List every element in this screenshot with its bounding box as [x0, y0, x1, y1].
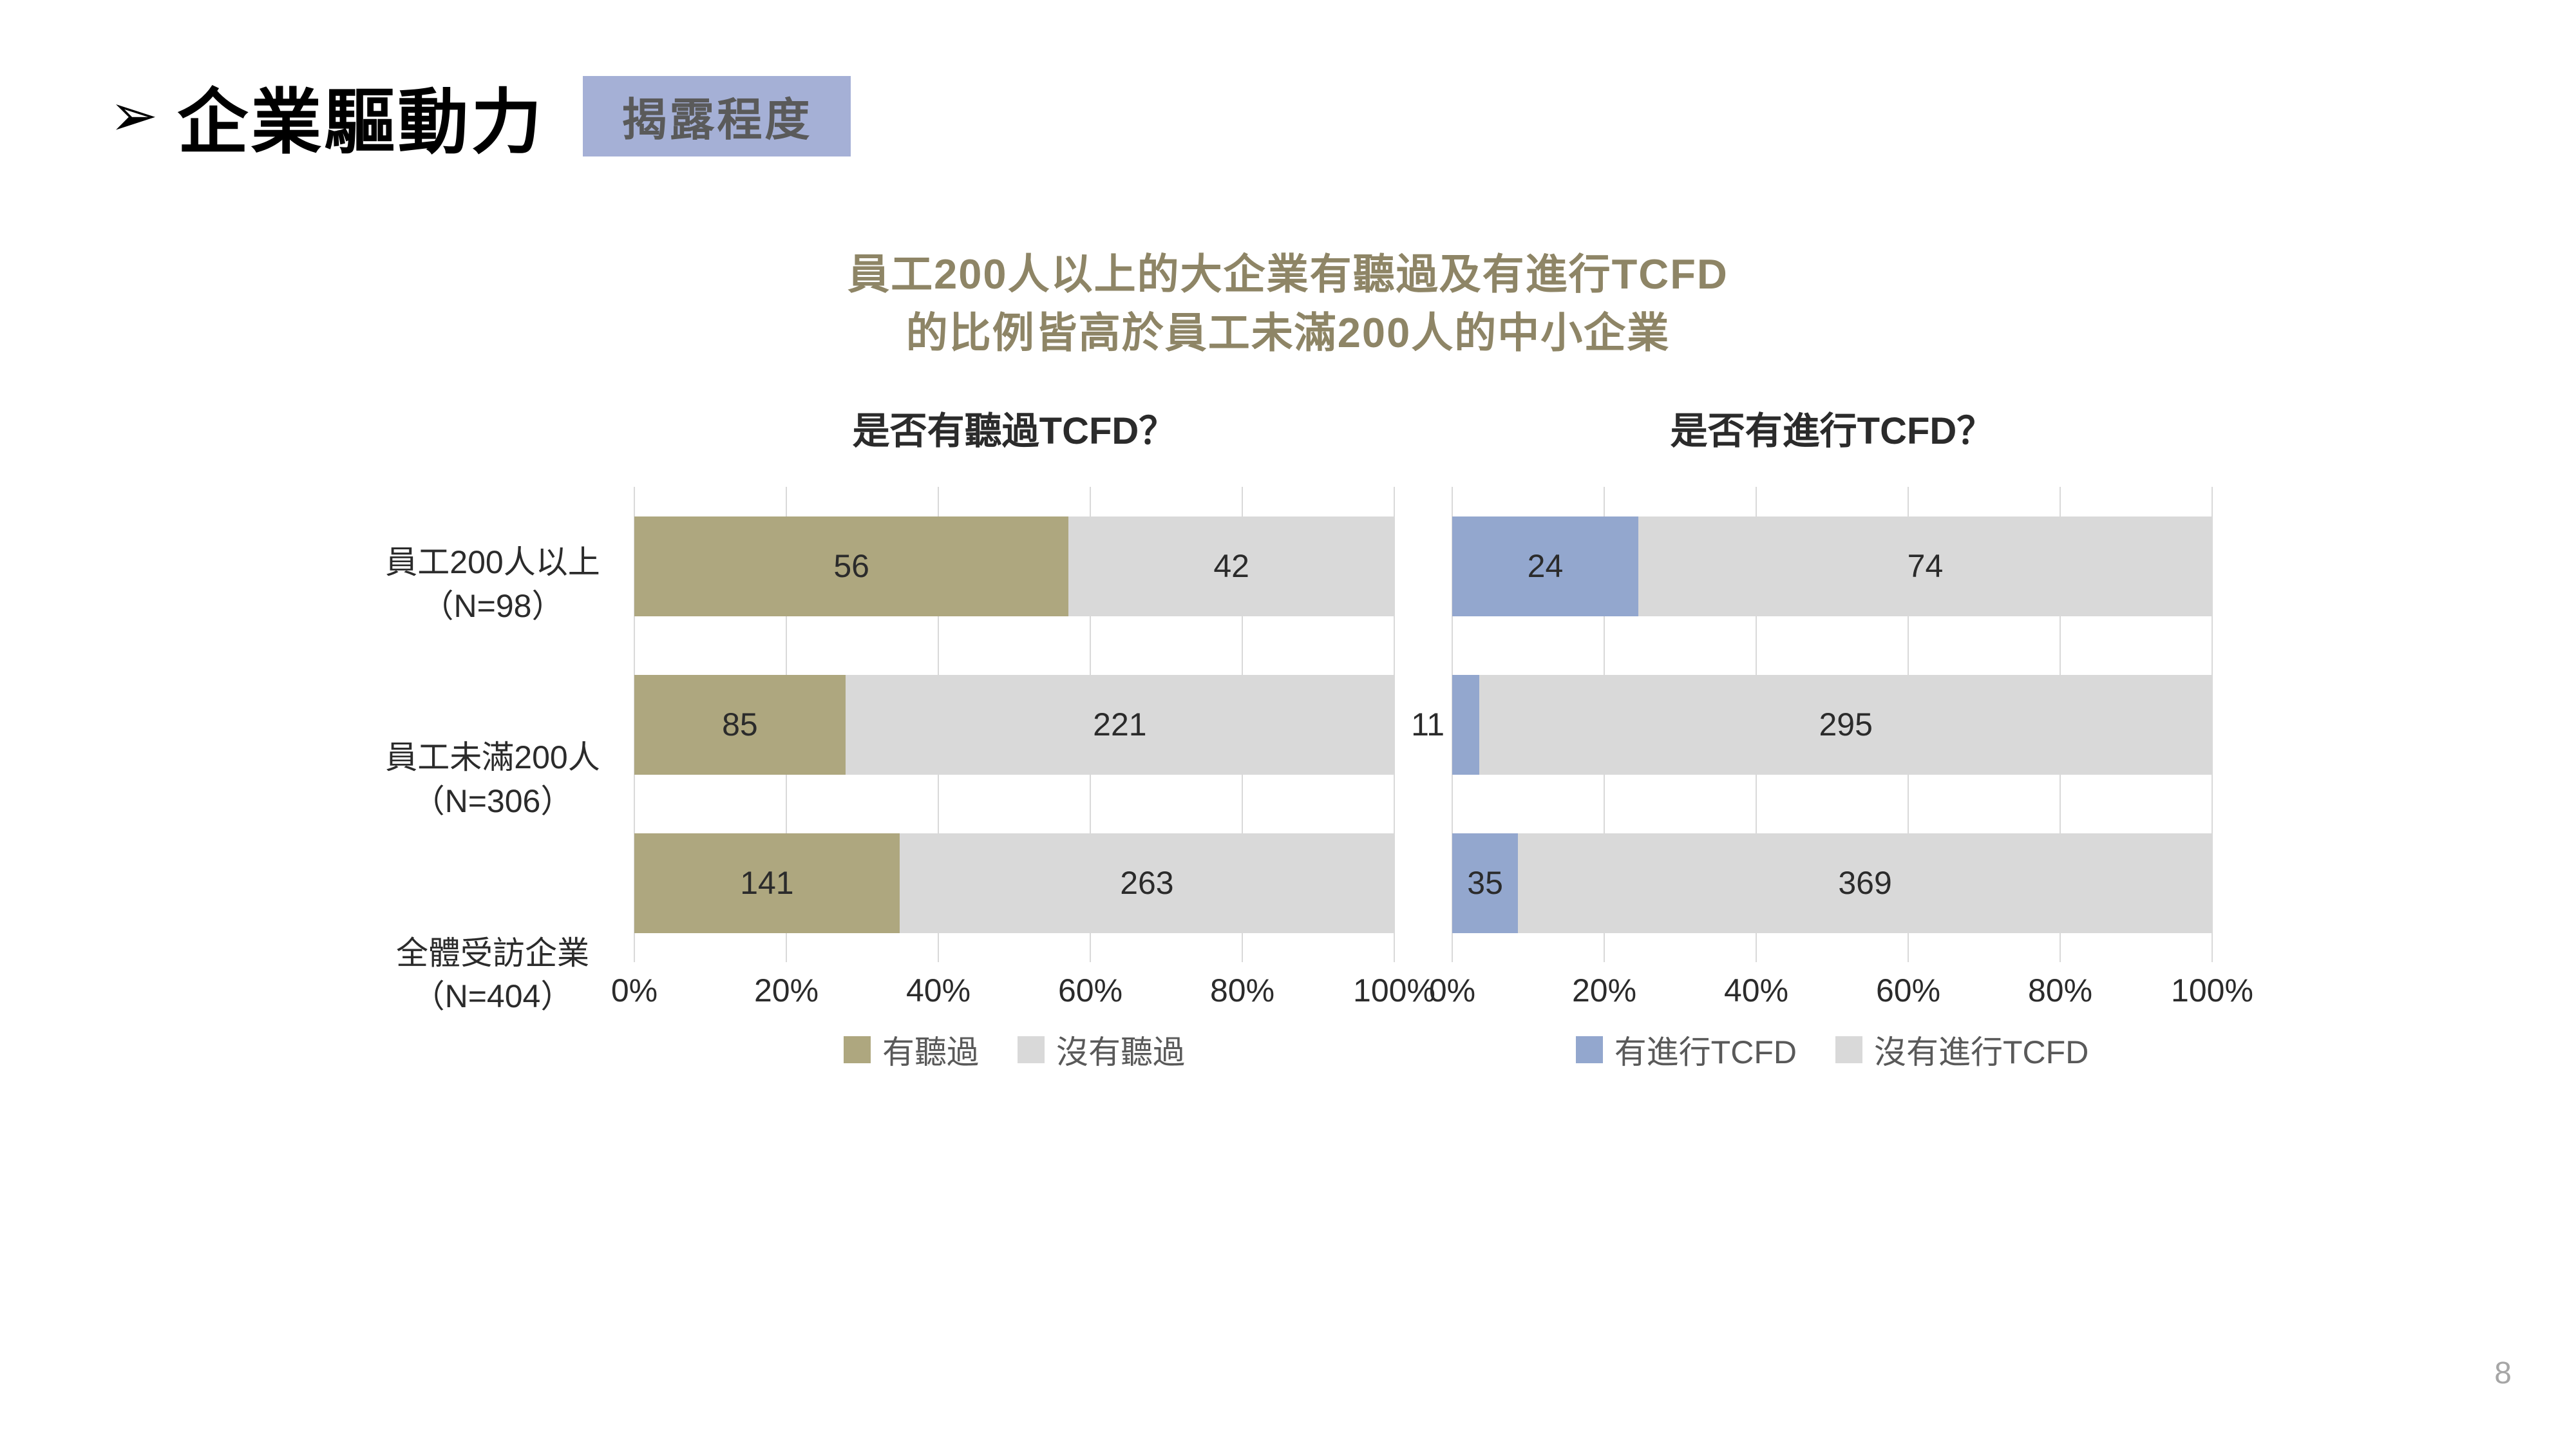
bar-value-label: 74	[1908, 547, 1944, 585]
chart-left-plot: 564285221141263 0%20%40%60%80%100% 有聽過沒有…	[634, 487, 1394, 1073]
y-category-2-line1: 全體受訪企業	[364, 932, 621, 976]
y-category-2: 全體受訪企業 （N=404）	[364, 896, 621, 1054]
charts-row: 是否有聽過TCFD？ 員工200人以上 （N=98） 員工未滿200人 （N=3…	[0, 401, 2576, 1073]
bar-value-label: 56	[833, 547, 869, 585]
x-tick-label: 80%	[2028, 972, 2092, 1009]
chart-left-title: 是否有聽過TCFD？	[364, 401, 1394, 455]
x-tick-label: 20%	[1572, 972, 1636, 1009]
y-category-0-line1: 員工200人以上	[364, 541, 621, 585]
bar-value-label: 11	[1411, 706, 1452, 743]
stacked-bar: 11 295	[1452, 675, 2212, 775]
x-tick-label: 60%	[1058, 972, 1122, 1009]
section-badge: 揭露程度	[583, 76, 851, 156]
left-seg-heard: 85	[634, 675, 846, 775]
stacked-bar: 141 263	[634, 833, 1394, 933]
x-tick-label: 100%	[2171, 972, 2253, 1009]
subtitle-line-2: 的比例皆高於員工未滿200人的中小企業	[0, 303, 2576, 362]
stacked-bar: 24 74	[1452, 516, 2212, 616]
page-title: 企業驅動力	[177, 64, 544, 167]
x-tick-label: 100%	[1353, 972, 1435, 1009]
x-tick-label: 40%	[1724, 972, 1788, 1009]
legend-swatch	[1576, 1036, 1603, 1063]
y-category-1-line2: （N=306）	[364, 780, 621, 824]
page-number: 8	[2494, 1356, 2512, 1391]
right-seg-not_did: 74	[1638, 516, 2212, 616]
x-tick-label: 80%	[1210, 972, 1274, 1009]
chart-right-plot: 24741129535369 0%20%40%60%80%100% 有進行TCF…	[1452, 487, 2212, 1073]
left-seg-not_heard: 263	[900, 833, 1394, 933]
bar-value-label: 369	[1838, 864, 1891, 902]
right-seg-not_did: 295	[1479, 675, 2212, 775]
bar-row: 11 295	[1452, 645, 2212, 804]
left-seg-heard: 141	[634, 833, 900, 933]
legend-label: 沒有進行TCFD	[1874, 1027, 2088, 1073]
bar-row: 35 369	[1452, 804, 2212, 962]
legend-label: 有進行TCFD	[1615, 1027, 1797, 1073]
bar-value-label: 221	[1093, 706, 1146, 743]
y-category-0: 員工200人以上 （N=98）	[364, 506, 621, 664]
bullet-arrow-icon: ➢	[109, 87, 158, 145]
x-tick-label: 0%	[611, 972, 658, 1009]
legend-swatch	[1835, 1036, 1862, 1063]
left-seg-heard: 56	[634, 516, 1068, 616]
right-seg-did: 11	[1452, 675, 1479, 775]
y-axis-category-labels: 員工200人以上 （N=98） 員工未滿200人 （N=306） 全體受訪企業 …	[364, 487, 634, 1073]
legend-item: 沒有進行TCFD	[1835, 1027, 2088, 1073]
chart-right-title: 是否有進行TCFD？	[1420, 401, 2212, 455]
y-category-1: 員工未滿200人 （N=306）	[364, 701, 621, 859]
chart-left-x-axis: 0%20%40%60%80%100%	[634, 962, 1394, 1020]
legend-item: 有進行TCFD	[1576, 1027, 1797, 1073]
y-category-2-line2: （N=404）	[364, 975, 621, 1019]
subtitle-line-1: 員工200人以上的大企業有聽過及有進行TCFD	[0, 245, 2576, 303]
bar-value-label: 263	[1120, 864, 1173, 902]
stacked-bar: 56 42	[634, 516, 1394, 616]
chart-right-block: 是否有進行TCFD？ 24 74 11 295 35 369 0% 20% 40% 60% 80%…	[1420, 401, 2212, 1073]
legend-label: 沒有聽過	[1056, 1027, 1185, 1073]
bar-value-label: 35	[1467, 864, 1503, 902]
bar-value-label: 295	[1819, 706, 1872, 743]
bar-value-label: 42	[1213, 547, 1249, 585]
legend-swatch	[1018, 1036, 1045, 1063]
y-category-0-line2: （N=98）	[364, 585, 621, 629]
legend-label: 有聽過	[882, 1027, 979, 1073]
chart-left-legend: 有聽過 沒有聽過	[634, 1027, 1394, 1073]
bar-value-label: 24	[1528, 547, 1564, 585]
x-tick-label: 40%	[906, 972, 971, 1009]
bar-row: 141 263	[634, 804, 1394, 962]
chart-right-bars-area: 24 74 11 295 35 369	[1452, 487, 2212, 962]
stacked-bar: 35 369	[1452, 833, 2212, 933]
legend-swatch	[844, 1036, 871, 1063]
chart-right-x-axis: 0%20%40%60%80%100%	[1452, 962, 2212, 1020]
legend-item: 有聽過	[844, 1027, 979, 1073]
x-tick-label: 60%	[1876, 972, 1940, 1009]
bar-row: 85 221	[634, 645, 1394, 804]
left-seg-not_heard: 42	[1068, 516, 1394, 616]
chart-left-bars-area: 56 42 85 221 141 263	[634, 487, 1394, 962]
bar-value-label: 85	[722, 706, 758, 743]
right-seg-did: 35	[1452, 833, 1518, 933]
chart-right-legend: 有進行TCFD 沒有進行TCFD	[1452, 1027, 2212, 1073]
chart-summary-subtitle: 員工200人以上的大企業有聽過及有進行TCFD 的比例皆高於員工未滿200人的中…	[0, 245, 2576, 362]
chart-left-block: 是否有聽過TCFD？ 員工200人以上 （N=98） 員工未滿200人 （N=3…	[364, 401, 1394, 1073]
y-category-1-line1: 員工未滿200人	[364, 736, 621, 780]
right-seg-not_did: 369	[1518, 833, 2212, 933]
right-seg-did: 24	[1452, 516, 1638, 616]
bar-row: 56 42	[634, 487, 1394, 645]
x-tick-label: 0%	[1429, 972, 1475, 1009]
x-tick-label: 20%	[754, 972, 819, 1009]
stacked-bar: 85 221	[634, 675, 1394, 775]
slide-header: ➢ 企業驅動力 揭露程度	[0, 0, 2576, 167]
bar-value-label: 141	[740, 864, 793, 902]
left-seg-not_heard: 221	[846, 675, 1394, 775]
bar-row: 24 74	[1452, 487, 2212, 645]
legend-item: 沒有聽過	[1018, 1027, 1185, 1073]
